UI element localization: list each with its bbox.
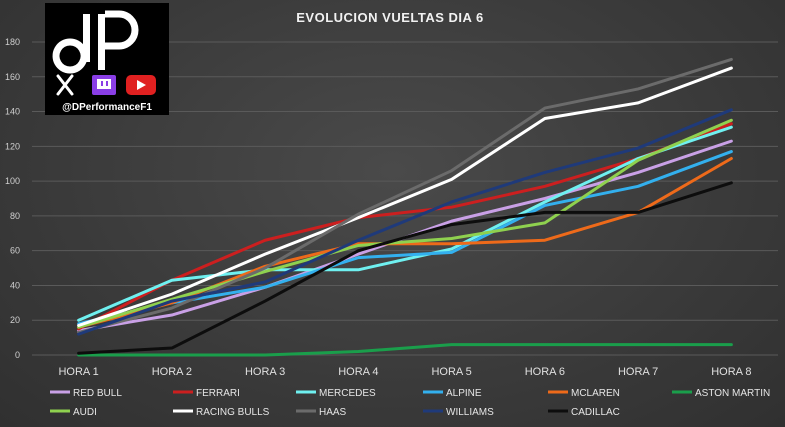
y-tick-label: 140 [5, 107, 20, 117]
series-line-mercedes [77, 125, 733, 322]
legend-label: ASTON MARTIN [695, 388, 770, 399]
y-tick-label: 60 [10, 246, 20, 256]
social-handle: @DPerformanceF1 [62, 102, 152, 113]
y-tick-label: 180 [5, 37, 20, 47]
x-tick-label: HORA 8 [711, 366, 751, 378]
series-line-ferrari [77, 122, 733, 331]
x-icon [56, 74, 74, 96]
y-tick-label: 40 [10, 280, 20, 290]
legend-label: WILLIAMS [446, 407, 494, 418]
twitch-icon [92, 75, 116, 95]
series-line-williams [77, 108, 733, 336]
y-tick-label: 100 [5, 176, 20, 186]
y-tick-label: 20 [10, 315, 20, 325]
series-line-racing-bulls [77, 66, 733, 327]
y-tick-label: 120 [5, 141, 20, 151]
logo-background [45, 3, 169, 115]
series-line-audi [77, 118, 733, 329]
brand-logo: @DPerformanceF1 [45, 3, 169, 115]
legend-label: RACING BULLS [196, 407, 270, 418]
y-axis-ticks: 0 20 40 60 80 100 120 140 160 180 [5, 37, 20, 360]
legend-label: CADILLAC [571, 407, 620, 418]
y-tick-label: 160 [5, 72, 20, 82]
youtube-icon [126, 75, 156, 95]
series-lines [77, 57, 733, 357]
legend-label: MCLAREN [571, 388, 620, 399]
legend-label: HAAS [319, 407, 347, 418]
legend: RED BULL FERRARI MERCEDES ALPINE MCLAREN ASTO… [50, 388, 770, 418]
series-line-cadillac [77, 181, 733, 355]
legend-label: ALPINE [446, 388, 482, 399]
y-tick-label: 80 [10, 211, 20, 221]
chart-title: EVOLUCION VUELTAS DIA 6 [296, 10, 484, 25]
dp-logo-mark [52, 10, 139, 74]
series-line-aston-martin [77, 343, 733, 357]
legend-label: MERCEDES [319, 388, 376, 399]
legend-label: AUDI [73, 407, 97, 418]
series-line-haas [77, 57, 733, 334]
x-tick-label: HORA 1 [58, 366, 98, 378]
legend-label: RED BULL [73, 388, 122, 399]
x-tick-label: HORA 7 [618, 366, 658, 378]
y-tick-label: 0 [15, 350, 20, 360]
x-tick-label: HORA 6 [525, 366, 565, 378]
x-axis-ticks: HORA 1 HORA 2 HORA 3 HORA 4 HORA 5 HORA 6 HORA… [58, 366, 751, 378]
x-tick-label: HORA 4 [338, 366, 378, 378]
x-tick-label: HORA 3 [245, 366, 285, 378]
x-tick-label: HORA 5 [431, 366, 471, 378]
legend-label: FERRARI [196, 388, 240, 399]
x-tick-label: HORA 2 [152, 366, 192, 378]
